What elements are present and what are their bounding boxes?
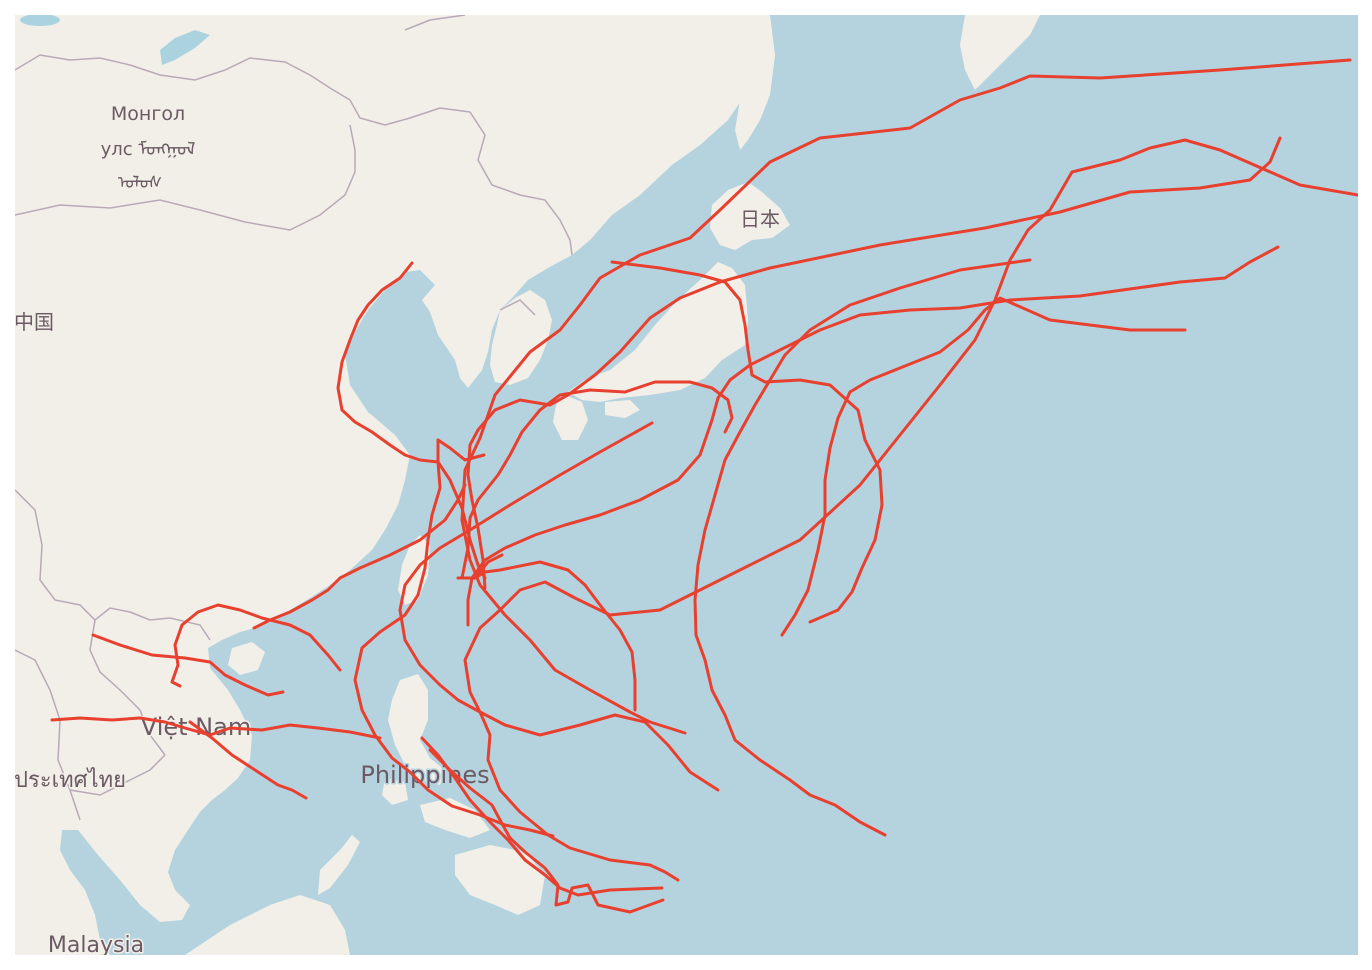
label-mongolia-2: улс ᠮᠣᠩᠭᠣᠯ (101, 139, 196, 160)
land-korea (490, 290, 552, 385)
land-mainland-asia (15, 15, 760, 955)
land-honshu (568, 262, 748, 402)
track-18[interactable] (428, 748, 665, 914)
lake-baikal (160, 30, 210, 65)
track-14[interactable] (91, 633, 285, 697)
land-shikoku (605, 400, 640, 418)
land-hainan (228, 642, 265, 675)
track-16[interactable] (188, 720, 308, 800)
land-sakhalin (735, 15, 775, 150)
border-mongolia-china (15, 124, 356, 231)
border-cambodia (69, 754, 166, 796)
track-13[interactable] (170, 603, 342, 688)
border-laos-vietnam (89, 619, 166, 756)
map-canvas[interactable]: Монгол улс ᠮᠣᠩᠭᠣᠯ ᠤᠯᠤᠰ 中国 日本 Việt Nam ปร… (15, 15, 1358, 955)
track-19[interactable] (456, 553, 504, 580)
track-4[interactable] (466, 245, 1280, 627)
land-palawan (318, 835, 360, 895)
border-korea (499, 299, 536, 316)
border-mongolia-russia (15, 54, 471, 126)
label-japan: 日本 (740, 207, 780, 231)
land-kamchatka (960, 15, 1040, 90)
land-mindoro (382, 778, 408, 805)
track-8[interactable] (460, 380, 734, 712)
map-frame[interactable]: Монгол улс ᠮᠣᠩᠭᠣᠯ ᠤᠯᠤᠰ 中国 日本 Việt Nam ปร… (15, 15, 1358, 955)
country-borders (15, 15, 573, 821)
land-mindanao (455, 845, 545, 915)
track-6[interactable] (780, 296, 1187, 637)
label-mongolia-3: ᠤᠯᠤᠰ (118, 173, 162, 193)
border-china-russia-east (469, 111, 573, 256)
track-17[interactable] (420, 736, 664, 897)
track-11[interactable] (353, 438, 555, 838)
label-mongolia-1: Монгол (111, 103, 185, 125)
track-5[interactable] (693, 258, 1032, 837)
track-3[interactable] (463, 138, 1358, 882)
track-7[interactable] (610, 260, 884, 624)
label-philippines: Philippines (360, 761, 489, 789)
track-1[interactable] (460, 58, 1352, 735)
place-labels: Монгол улс ᠮᠣᠩᠭᠣᠯ ᠤᠯᠤᠰ 中国 日本 Việt Nam ปร… (15, 102, 782, 956)
track-12[interactable] (252, 483, 467, 630)
lake-small (20, 15, 60, 26)
label-malaysia: Malaysia (48, 933, 144, 955)
track-9[interactable] (398, 421, 720, 792)
track-2[interactable] (466, 136, 1282, 590)
track-10[interactable] (336, 261, 487, 580)
label-thailand: ประเทศไทย (15, 767, 126, 793)
typhoon-tracks (50, 58, 1358, 914)
land-visayas (420, 798, 490, 838)
border-russia-north (404, 15, 466, 31)
land-luzon (388, 674, 445, 785)
land-borneo (185, 895, 350, 955)
label-china: 中国 (15, 310, 54, 334)
land-kyushu (553, 395, 588, 440)
